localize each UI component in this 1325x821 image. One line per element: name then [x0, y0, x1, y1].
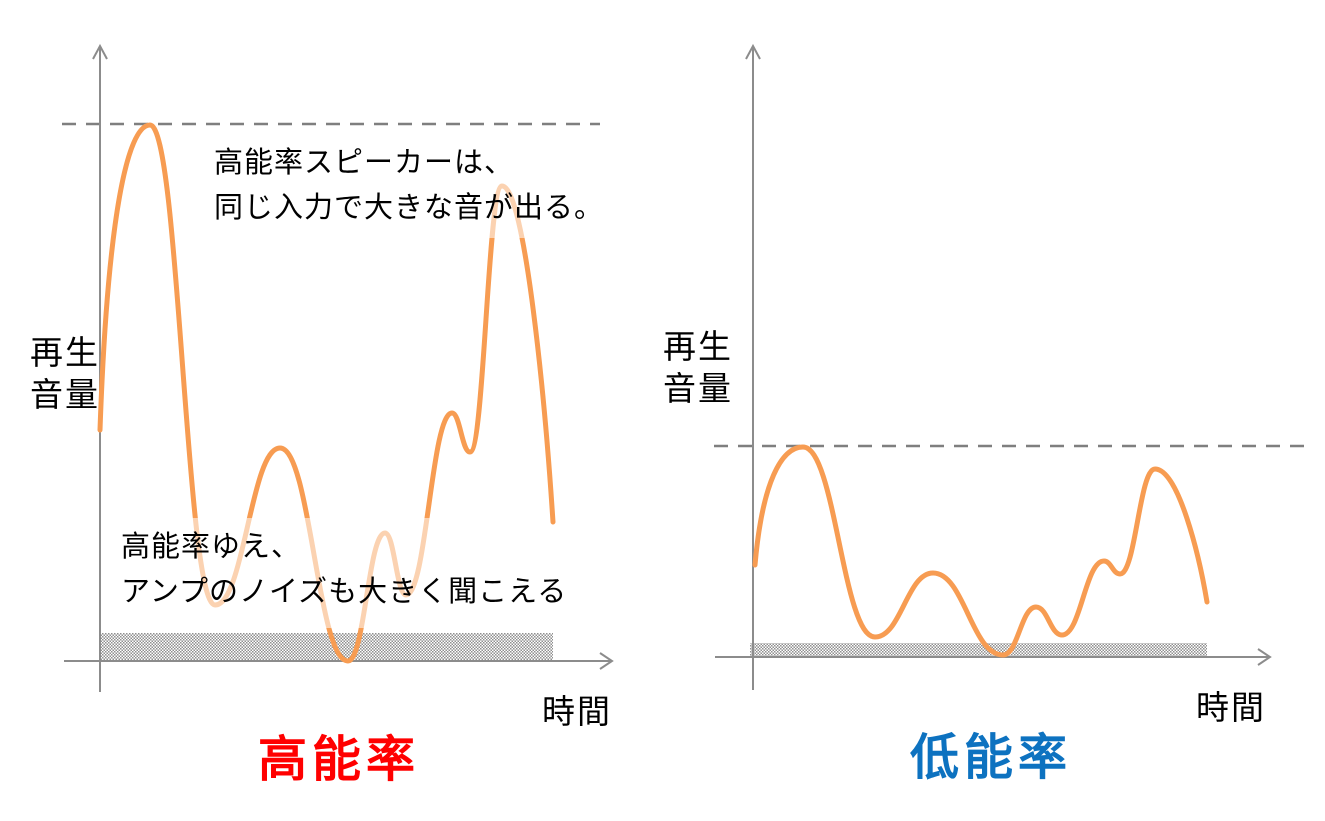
left-note-bottom-line1: 高能率ゆえ、 [121, 531, 302, 563]
right-x-axis-arrow-icon [1257, 648, 1272, 666]
left-note-bottom-backdrop [103, 518, 471, 628]
left-note-top: 高能率スピーカーは、 同じ入力で大きな音が出る。 [214, 141, 604, 231]
left-noise-band [100, 633, 553, 661]
left-x-axis-label: 時間 [542, 693, 612, 730]
left-note-bottom-line2: アンプのノイズも大きく聞こえる [121, 576, 568, 608]
right-y-axis-label-line2: 音量 [663, 370, 733, 407]
right-volume-curve [752, 444, 1210, 658]
left-y-axis-label: 再生 音量 [30, 332, 100, 416]
right-noise-band [750, 643, 1207, 657]
right-y-axis-arrow-icon [745, 43, 761, 60]
left-note-top-line1: 高能率スピーカーは、 [214, 147, 515, 179]
left-note-bottom: 高能率ゆえ、 アンプのノイズも大きく聞こえる [121, 525, 567, 615]
left-chart-title: 高能率 [258, 733, 421, 787]
left-y-axis-label-line1: 再生 [30, 334, 100, 371]
left-note-top-backdrop [205, 138, 647, 238]
right-chart-title: 低能率 [910, 731, 1073, 785]
right-y-axis-label: 再生 音量 [663, 326, 733, 410]
left-note-top-line2: 同じ入力で大きな音が出る。 [214, 192, 605, 224]
right-x-axis-label: 時間 [1196, 689, 1266, 726]
right-chart [714, 43, 1306, 690]
left-y-axis-label-line2: 音量 [30, 376, 100, 413]
left-y-axis-arrow-icon [92, 43, 108, 60]
left-x-axis-arrow-icon [599, 652, 614, 670]
left-chart [62, 43, 647, 692]
right-y-axis-label-line1: 再生 [663, 328, 733, 365]
